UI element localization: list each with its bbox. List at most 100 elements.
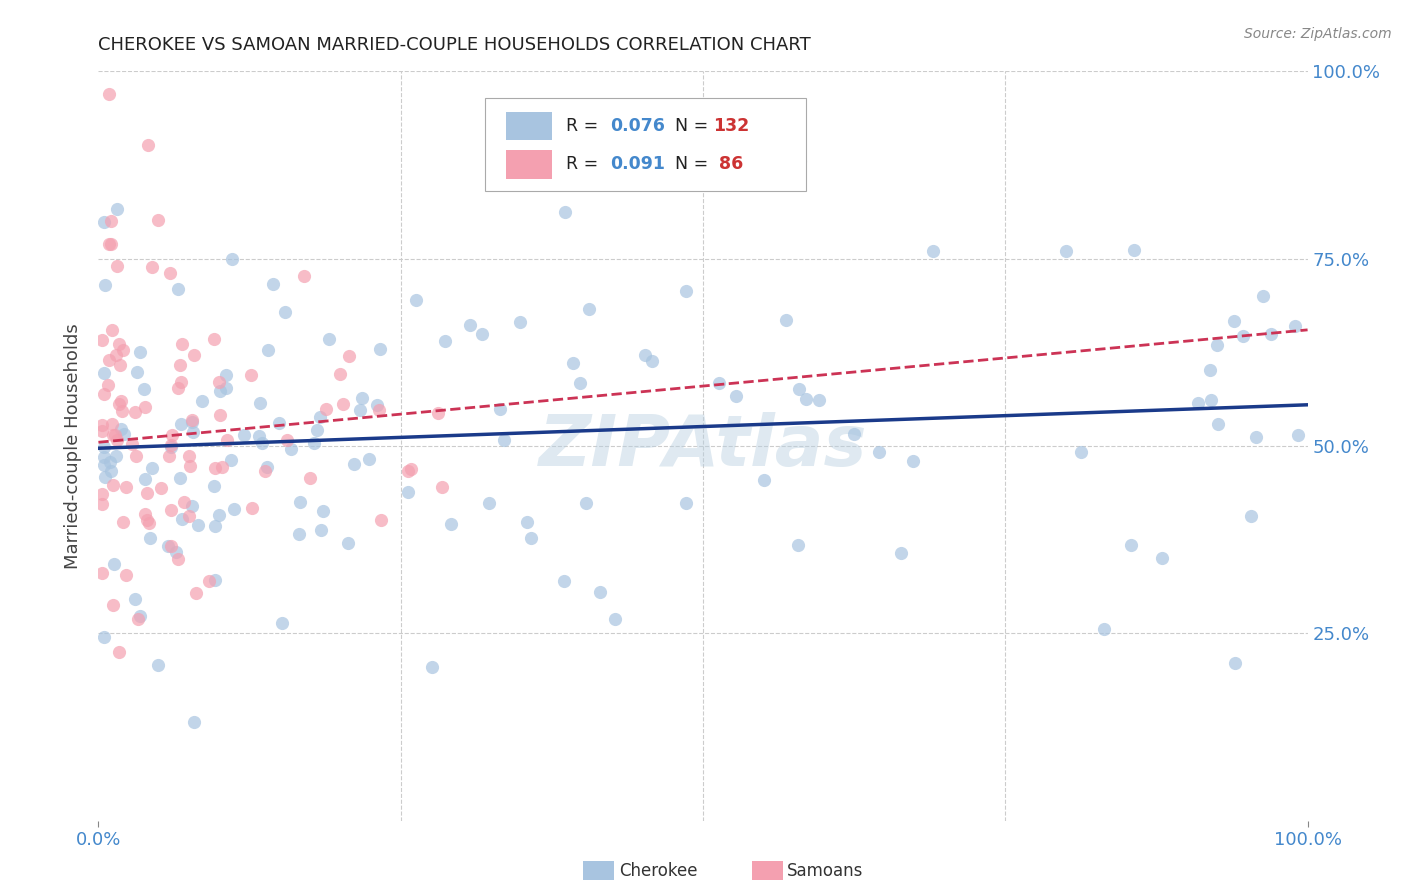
Point [111, 404, 134, 418]
Point [93, 387, 115, 401]
Point [253, 464, 276, 478]
Point [215, 433, 238, 447]
Point [890, 546, 912, 560]
Y-axis label: Married-couple Households: Married-couple Households [65, 323, 83, 569]
Point [305, 424, 328, 438]
Point [91, 424, 114, 438]
Point [1070, 445, 1092, 459]
Point [108, 397, 131, 411]
Point [101, 598, 124, 612]
Point [209, 384, 232, 398]
Point [396, 464, 419, 478]
Point [257, 343, 280, 358]
Point [366, 398, 388, 412]
Point [184, 585, 207, 599]
Point [134, 400, 156, 414]
Point [1223, 657, 1246, 671]
Point [183, 714, 205, 729]
Point [101, 477, 124, 491]
Point [426, 406, 449, 420]
Point [641, 354, 664, 368]
Point [170, 337, 193, 351]
Point [183, 425, 205, 440]
Point [93, 440, 115, 454]
Point [173, 495, 195, 509]
Point [141, 260, 163, 275]
Point [516, 515, 538, 529]
Point [105, 202, 128, 217]
Point [112, 427, 135, 442]
Text: 86: 86 [713, 155, 742, 173]
Point [108, 337, 131, 351]
Point [208, 375, 231, 389]
Point [1206, 338, 1229, 352]
Point [605, 612, 627, 626]
Point [180, 415, 202, 429]
Point [478, 496, 501, 510]
Point [252, 436, 274, 450]
Point [94, 470, 117, 484]
Point [150, 482, 173, 496]
Point [91, 487, 114, 501]
Point [108, 645, 131, 659]
Text: 0.076: 0.076 [610, 117, 665, 135]
Point [430, 480, 453, 494]
Point [138, 516, 160, 531]
Point [707, 376, 730, 391]
Point [1152, 551, 1174, 566]
Text: 0.091: 0.091 [610, 155, 665, 173]
Point [208, 508, 231, 523]
Point [337, 350, 360, 364]
Point [167, 552, 190, 566]
Point [204, 519, 226, 533]
Point [91, 566, 114, 580]
Point [139, 531, 162, 545]
Point [1092, 622, 1115, 636]
Point [91, 417, 114, 432]
Point [302, 436, 325, 450]
Point [204, 460, 226, 475]
Point [276, 433, 298, 447]
Text: R =: R = [567, 155, 605, 173]
Point [191, 394, 214, 409]
Text: Cherokee: Cherokee [619, 862, 697, 880]
Point [202, 479, 225, 493]
Point [349, 402, 371, 417]
Point [214, 381, 236, 395]
Point [288, 495, 311, 509]
Point [167, 381, 190, 395]
Point [98, 236, 121, 251]
Point [1223, 314, 1246, 328]
Point [1187, 396, 1209, 410]
Point [121, 437, 143, 451]
Point [1208, 417, 1230, 431]
Point [675, 284, 697, 298]
Point [267, 416, 290, 430]
Point [492, 433, 515, 447]
Point [578, 301, 600, 316]
Point [159, 440, 181, 454]
Point [575, 496, 598, 510]
Point [136, 137, 159, 152]
Point [794, 392, 817, 406]
Point [157, 449, 180, 463]
Point [271, 615, 294, 630]
Point [489, 401, 512, 416]
Text: N =: N = [675, 117, 709, 135]
Point [273, 305, 295, 319]
Point [561, 356, 583, 370]
Point [160, 428, 183, 442]
Point [1260, 326, 1282, 341]
Point [111, 515, 134, 529]
Point [249, 396, 271, 410]
Point [105, 259, 128, 273]
Point [359, 452, 381, 467]
Point [100, 236, 122, 251]
Point [211, 460, 233, 475]
Point [1251, 289, 1274, 303]
Point [368, 403, 391, 417]
Text: CHEROKEE VS SAMOAN MARRIED-COUPLE HOUSEHOLDS CORRELATION CHART: CHEROKEE VS SAMOAN MARRIED-COUPLE HOUSEH… [98, 36, 811, 54]
Point [343, 457, 366, 471]
Point [460, 318, 482, 332]
Bar [506, 112, 551, 140]
